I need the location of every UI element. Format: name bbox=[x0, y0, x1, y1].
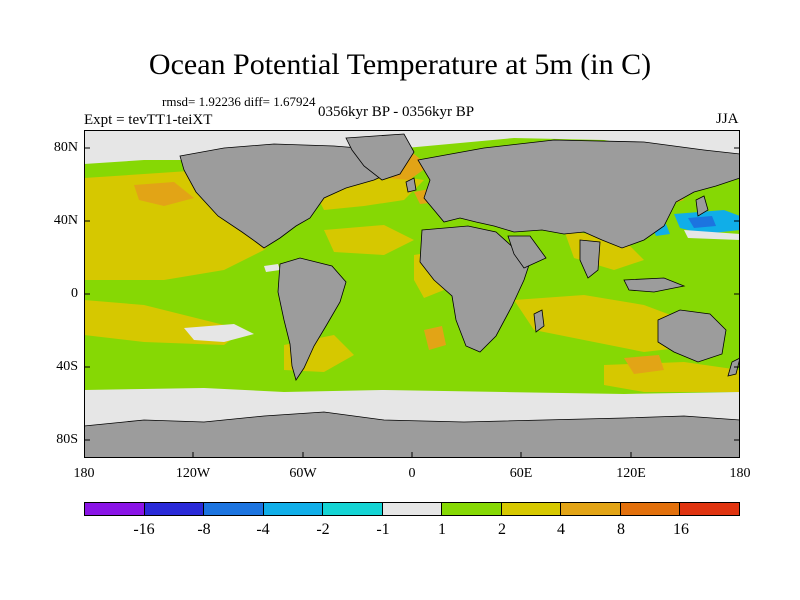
lon-label-120e: 120E bbox=[616, 466, 646, 481]
colorbar bbox=[84, 502, 740, 516]
colorbar-label: 4 bbox=[557, 521, 565, 538]
lon-label-120w: 120W bbox=[175, 466, 211, 481]
land-uk bbox=[405, 177, 417, 193]
lat-label-40s: 40S bbox=[56, 359, 78, 374]
land-greenland bbox=[345, 133, 415, 181]
lat-label-40n: 40N bbox=[53, 213, 78, 228]
world-map bbox=[84, 130, 740, 458]
axis-ticks bbox=[84, 147, 740, 458]
colorbar-segment bbox=[680, 503, 740, 515]
land-madagascar bbox=[533, 309, 545, 333]
colorbar-segment bbox=[263, 503, 324, 515]
colorbar-segment bbox=[561, 503, 621, 515]
colorbar-segment bbox=[85, 503, 145, 515]
colorbar-label: -4 bbox=[256, 521, 270, 538]
colorbar-label: 2 bbox=[498, 521, 506, 538]
lon-label-0: 0 bbox=[408, 466, 416, 481]
lat-label-0: 0 bbox=[71, 286, 78, 301]
colorbar-label: 16 bbox=[673, 521, 689, 538]
colorbar-segment bbox=[620, 503, 681, 515]
lon-label-180e: 180 bbox=[729, 466, 751, 481]
colorbar-label: -2 bbox=[316, 521, 330, 538]
land-masses bbox=[84, 133, 740, 458]
land-antarctica bbox=[84, 411, 740, 458]
colorbar-segment bbox=[144, 503, 205, 515]
land-australia bbox=[657, 309, 727, 363]
land-south-america bbox=[277, 257, 347, 381]
period-label: 0356kyr BP - 0356kyr BP bbox=[318, 104, 475, 120]
land-indonesia bbox=[623, 277, 686, 293]
lon-label-180w: 180 bbox=[73, 466, 95, 481]
plot-title: Ocean Potential Temperature at 5m (in C) bbox=[148, 48, 652, 81]
stats-text: rmsd= 1.92236 diff= 1.67924 bbox=[162, 94, 316, 109]
lat-label-80s: 80S bbox=[56, 432, 78, 447]
colorbar-segment bbox=[204, 503, 264, 515]
colorbar-label: 1 bbox=[438, 521, 446, 538]
land-africa bbox=[419, 225, 533, 353]
season-label: JJA bbox=[716, 111, 739, 127]
land-eurasia bbox=[417, 139, 740, 249]
colorbar-segment bbox=[382, 503, 443, 515]
land-japan bbox=[695, 195, 709, 217]
lon-label-60w: 60W bbox=[289, 466, 317, 481]
colorbar-segment bbox=[442, 503, 502, 515]
land-north-america bbox=[179, 143, 405, 249]
colorbar-label: -8 bbox=[197, 521, 211, 538]
lon-label-60e: 60E bbox=[509, 466, 533, 481]
land-arabia bbox=[507, 235, 547, 269]
experiment-label: Expt = tevTT1-teiXT bbox=[84, 112, 213, 128]
colorbar-label: -1 bbox=[376, 521, 390, 538]
lat-label-80n: 80N bbox=[53, 140, 78, 155]
colorbar-segment bbox=[501, 503, 562, 515]
colorbar-segment bbox=[323, 503, 383, 515]
colorbar-label: -16 bbox=[133, 521, 155, 538]
colorbar-label: 8 bbox=[617, 521, 625, 538]
land-india bbox=[579, 239, 601, 279]
